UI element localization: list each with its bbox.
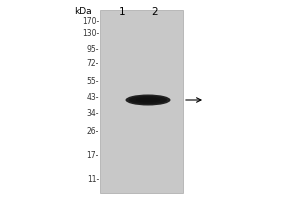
Text: 43-: 43- [86, 92, 99, 102]
Text: 170-: 170- [82, 17, 99, 25]
Text: 11-: 11- [87, 174, 99, 184]
Text: 55-: 55- [86, 76, 99, 86]
Ellipse shape [129, 96, 167, 104]
Text: 72-: 72- [87, 58, 99, 68]
Text: 2: 2 [152, 7, 158, 17]
Text: 26-: 26- [87, 128, 99, 136]
Text: 17-: 17- [87, 150, 99, 160]
Text: 1: 1 [119, 7, 125, 17]
Text: 34-: 34- [86, 108, 99, 117]
Text: kDa: kDa [74, 7, 92, 16]
Ellipse shape [125, 95, 170, 106]
Bar [100, 10, 183, 193]
Text: 130-: 130- [82, 28, 99, 38]
Ellipse shape [136, 98, 160, 102]
Text: 95-: 95- [86, 45, 99, 53]
